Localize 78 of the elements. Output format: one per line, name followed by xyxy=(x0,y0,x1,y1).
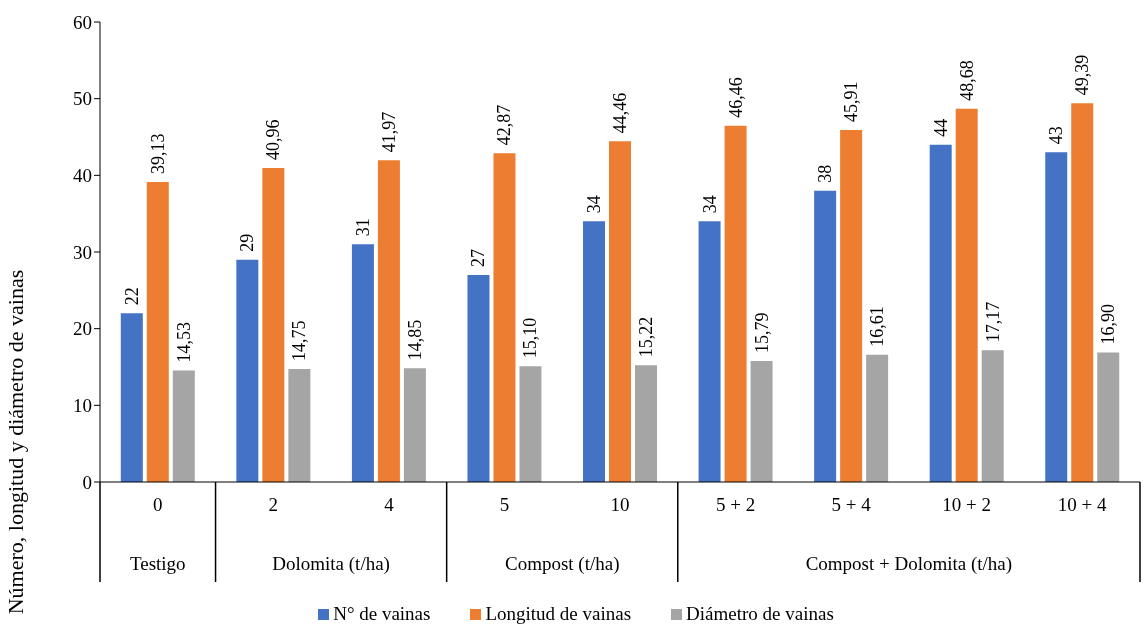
bar xyxy=(519,366,542,482)
x-tick-label: 2 xyxy=(268,494,279,516)
bar xyxy=(120,313,143,482)
data-label: 44,46 xyxy=(610,92,631,134)
bar xyxy=(583,221,606,482)
data-label: 40,96 xyxy=(263,119,284,160)
y-tick-label: 10 xyxy=(73,395,92,417)
data-label: 14,53 xyxy=(173,322,194,363)
data-label: 45,91 xyxy=(841,81,862,123)
bar xyxy=(1045,152,1068,482)
bar xyxy=(146,182,169,482)
y-tick-label: 50 xyxy=(73,88,92,110)
bar xyxy=(955,108,978,482)
data-label: 14,85 xyxy=(404,319,425,361)
y-tick-label: 20 xyxy=(73,318,92,340)
bar xyxy=(493,153,516,482)
data-label: 31 xyxy=(352,218,373,237)
x-tick-label: 4 xyxy=(384,494,395,516)
bar xyxy=(172,370,195,482)
data-label: 44 xyxy=(930,118,951,137)
data-label: 48,68 xyxy=(956,60,977,101)
bar xyxy=(288,368,311,482)
bar xyxy=(750,360,773,482)
bar xyxy=(866,354,889,482)
data-label: 46,46 xyxy=(725,77,746,118)
text: Dolomita (t/ha) xyxy=(272,553,390,575)
data-label: 38 xyxy=(815,164,836,183)
data-label: 16,90 xyxy=(1098,303,1119,345)
x-tick-label: 0 xyxy=(153,494,163,516)
y-axis-title: Número, longitud y diámetro de vainas xyxy=(2,269,28,615)
bar xyxy=(1097,352,1120,482)
x-tick-label: 10 + 2 xyxy=(942,494,992,516)
x-tick-label: 5 + 2 xyxy=(715,494,756,516)
bar xyxy=(351,244,374,482)
bar xyxy=(635,365,658,482)
data-label: 43 xyxy=(1046,126,1067,145)
data-label: 49,39 xyxy=(1072,54,1093,96)
bar xyxy=(814,190,837,482)
data-label: 14,75 xyxy=(289,320,310,361)
data-label: 16,61 xyxy=(867,306,888,347)
bar xyxy=(609,141,632,482)
bar xyxy=(724,125,747,482)
data-label: 22 xyxy=(121,287,142,306)
bar xyxy=(403,368,426,482)
bar xyxy=(698,221,721,482)
legend-label: N° de vainas xyxy=(333,603,431,625)
text: Compost + Dolomita (t/ha) xyxy=(805,553,1013,575)
legend-label: Longitud de vainas xyxy=(485,603,632,625)
bar xyxy=(840,130,863,482)
y-tick-label: 60 xyxy=(73,11,92,33)
bar xyxy=(929,144,952,482)
y-tick-label: 30 xyxy=(73,241,92,263)
x-tick-label: 10 + 4 xyxy=(1057,494,1108,516)
data-label: 15,10 xyxy=(520,317,541,359)
bar xyxy=(467,275,490,482)
data-label: 34 xyxy=(699,195,720,214)
bar xyxy=(262,167,285,482)
data-label: 15,79 xyxy=(751,312,772,353)
data-label: 41,97 xyxy=(378,111,399,153)
data-label: 17,17 xyxy=(982,301,1003,343)
bar xyxy=(377,160,400,482)
bar xyxy=(981,350,1004,482)
data-label: 29 xyxy=(237,233,258,252)
x-tick-label: 5 + 4 xyxy=(831,494,872,516)
data-label: 39,13 xyxy=(147,133,168,174)
text: Compost (t/ha) xyxy=(504,553,620,575)
data-label: 42,87 xyxy=(494,104,515,146)
y-tick-label: 40 xyxy=(73,165,92,187)
x-tick-label: 5 xyxy=(499,494,510,516)
y-tick-label: 0 xyxy=(82,471,92,493)
data-label: 15,22 xyxy=(636,316,657,358)
x-tick-label: 10 xyxy=(610,494,630,516)
text: Testigo xyxy=(129,553,186,574)
data-label: 27 xyxy=(468,249,489,267)
bar xyxy=(236,259,259,482)
data-label: 34 xyxy=(584,195,605,214)
legend-label: Diámetro de vainas xyxy=(686,603,834,625)
bar xyxy=(1071,103,1094,482)
